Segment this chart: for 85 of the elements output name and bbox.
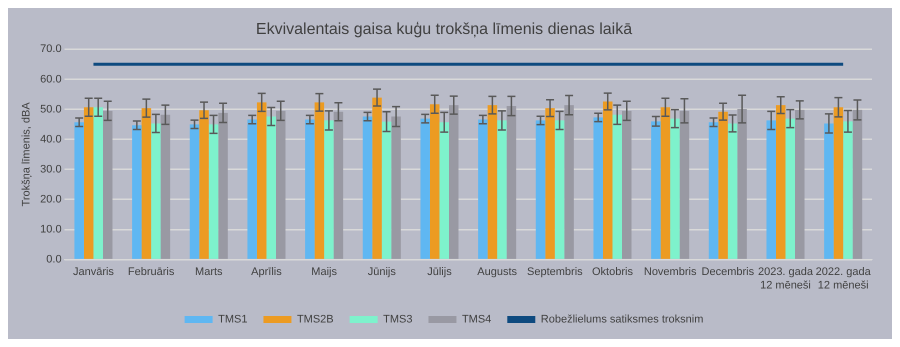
bar: [247, 120, 257, 259]
bar: [160, 114, 170, 259]
bar: [102, 110, 112, 259]
bar: [651, 121, 661, 259]
bar: [795, 110, 805, 259]
bar: [776, 105, 786, 259]
x-tick-label: Oktobris: [592, 266, 634, 278]
bar: [718, 112, 728, 259]
bar: [497, 120, 507, 259]
bar: [276, 110, 286, 259]
bar: [660, 107, 670, 259]
bar: [305, 120, 315, 259]
bar: [564, 105, 574, 259]
x-tick-label: Janvāris: [72, 266, 114, 278]
bar: [593, 117, 603, 259]
bar: [785, 118, 796, 259]
x-tick-label: Aprīlis: [251, 266, 282, 278]
x-tick-label: Februāris: [128, 266, 175, 278]
bar: [554, 120, 564, 259]
legend-label: Robežlielums satiksmes troksnim: [540, 314, 704, 326]
bar: [545, 108, 555, 259]
y-tick-label: 10.0: [40, 224, 62, 236]
bar: [256, 102, 266, 259]
y-tick-label: 30.0: [40, 163, 62, 176]
bar: [334, 112, 344, 259]
bar: [448, 105, 458, 259]
x-tick-label: Septembris: [526, 266, 584, 278]
y-tick-label: 0.0: [46, 254, 62, 266]
bar: [824, 123, 834, 259]
bar: [132, 125, 142, 259]
legend-label: TMS1: [218, 314, 248, 326]
x-tick-label: Marts: [195, 266, 224, 278]
bar: [488, 105, 498, 259]
bar: [391, 116, 401, 259]
bar: [602, 102, 612, 259]
x-tick-label: Decembris: [702, 266, 755, 278]
bar: [372, 98, 382, 259]
x-tick-label: 2022. gada 12 mēneši: [816, 266, 872, 292]
bar: [670, 118, 680, 259]
bar: [382, 122, 392, 259]
bar: [506, 106, 516, 259]
bar: [766, 120, 776, 259]
bar: [478, 120, 488, 259]
x-tick-label: 2023. gada 12 mēneši: [758, 266, 814, 292]
chart-title: Ekvivalentais gaisa kuģu trokšņa līmenis dienas laikā: [256, 21, 632, 38]
bar: [142, 108, 152, 259]
bar: [728, 123, 738, 259]
y-tick-label: 70.0: [40, 43, 62, 56]
bar: [362, 116, 372, 259]
bar: [680, 110, 690, 259]
x-tick-label: Jūnijs: [368, 266, 396, 278]
bar: [208, 124, 218, 259]
legend-label: TMS3: [383, 314, 412, 326]
bar: [93, 107, 103, 259]
bar: [324, 120, 334, 259]
bar: [199, 110, 209, 259]
bar: [843, 121, 853, 259]
bar: [151, 123, 161, 259]
bar: [430, 104, 440, 259]
y-tick-label: 40.0: [40, 133, 62, 146]
y-tick-label: 60.0: [40, 73, 62, 86]
bar: [622, 110, 632, 259]
x-tick-label: Maijs: [311, 266, 338, 278]
bar: [266, 116, 276, 259]
bar: [74, 122, 84, 259]
y-tick-label: 20.0: [40, 194, 62, 206]
x-tick-label: Jūlijs: [427, 266, 452, 278]
bar: [737, 109, 747, 259]
y-tick-label: 50.0: [40, 103, 62, 116]
bar: [314, 102, 324, 259]
bar: [708, 122, 718, 259]
bar: [536, 120, 546, 259]
x-tick-label: Novembris: [644, 266, 697, 278]
bar: [612, 114, 622, 259]
bar: [852, 110, 862, 259]
bar: [190, 124, 200, 259]
y-axis-title: Trokšņa līmenis, dBA: [20, 102, 33, 206]
bar: [84, 107, 94, 259]
legend-label: TMS2B: [296, 314, 334, 326]
bar: [834, 107, 844, 259]
bar: [439, 122, 449, 259]
bar: [420, 118, 430, 259]
bar: [218, 112, 228, 259]
legend-label: TMS4: [462, 314, 492, 326]
x-tick-label: Augusts: [477, 266, 518, 278]
